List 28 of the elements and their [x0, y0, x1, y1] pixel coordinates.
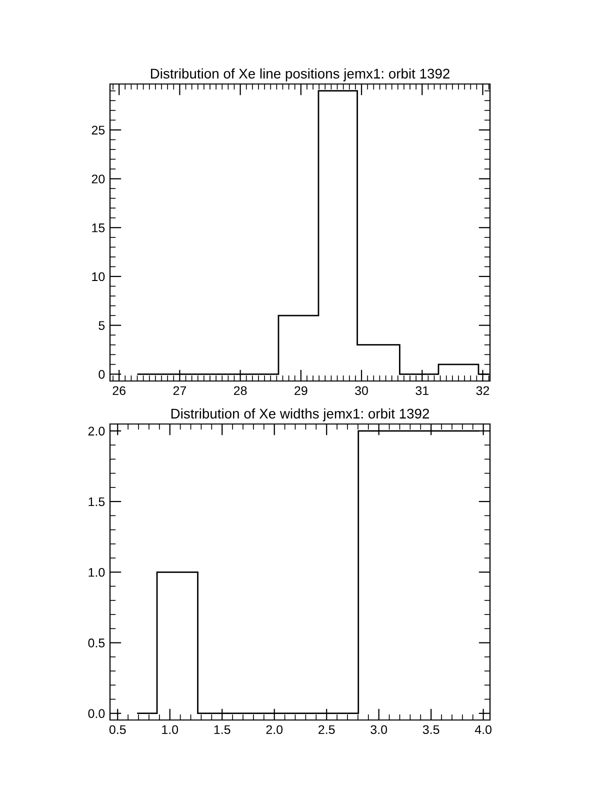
x-tick-label: 26 [112, 386, 126, 396]
x-tick-label: 30 [355, 386, 368, 396]
y-tick-label: 5 [98, 321, 105, 330]
y-tick-label: 10 [92, 272, 105, 282]
x-tick-label: 2.5 [318, 725, 335, 734]
x-tick-label: 3.0 [370, 725, 388, 734]
y-tick-label: 0 [98, 370, 105, 379]
y-tick-label: 2.0 [88, 426, 105, 436]
y-tick-label: 0.0 [88, 709, 105, 718]
x-tick-label: 28 [234, 386, 247, 396]
x-tick-label: 32 [476, 386, 490, 396]
x-tick-label: 1.0 [162, 725, 178, 734]
x-tick-label: 0.5 [109, 725, 126, 734]
x-tick-label: 2.0 [266, 725, 283, 734]
y-tick-label: 1.0 [88, 568, 105, 577]
y-tick-label: 25 [92, 126, 105, 135]
x-tick-label: 27 [173, 386, 186, 395]
y-tick-label: 0.5 [88, 638, 105, 648]
x-tick-label: 3.5 [422, 725, 440, 734]
y-tick-label: 15 [92, 224, 105, 232]
x-tick-label: 29 [294, 386, 308, 396]
y-tick-label: 20 [92, 174, 105, 184]
x-tick-label: 31 [416, 386, 428, 396]
chart-title: Distribution of Xe line positions jemx1: orbit 1392 [150, 68, 450, 82]
x-tick-label: 4.0 [474, 725, 492, 734]
x-tick-label: 1.5 [214, 725, 230, 734]
chart-title: Distribution of Xe widths jemx1: orbit 1392 [171, 408, 430, 422]
y-tick-label: 1.5 [88, 497, 105, 506]
